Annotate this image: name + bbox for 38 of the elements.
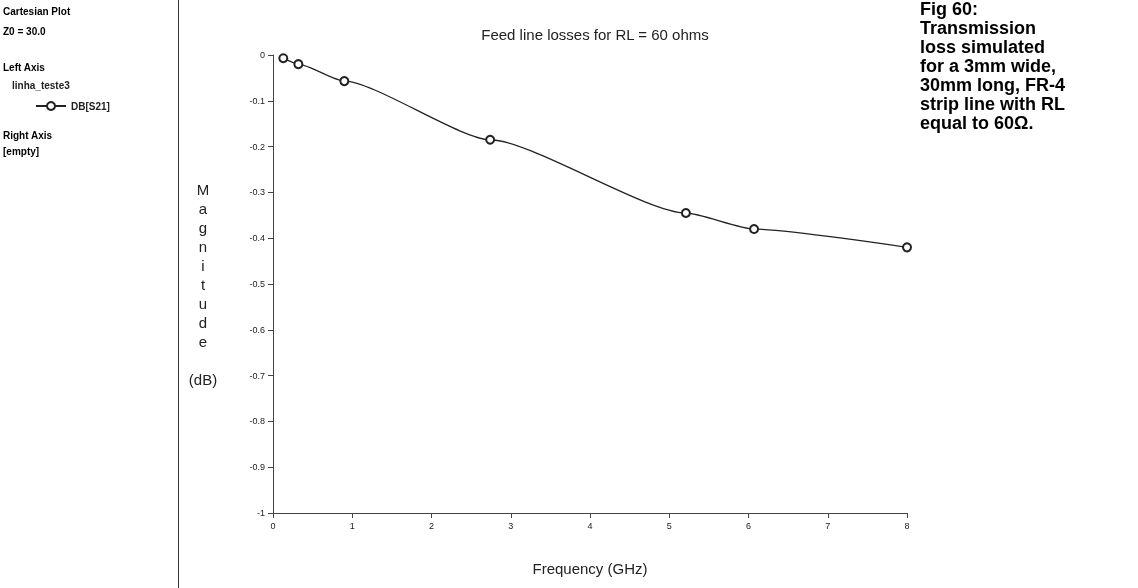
text: Z0 = 30.0 [3,26,46,37]
y-tick-label: 0 [259,50,265,60]
y-tick-label: -0.6 [249,324,265,335]
y-tick-label: -0.4 [249,233,265,244]
y-tick-label: -0.2 [249,141,265,152]
text: Cartesian Plot [3,6,71,17]
point [902,242,912,253]
y-tick-label: -0.7 [249,370,265,381]
x-tick-label: 2 [428,520,435,531]
y-tick-label: -0.3 [249,187,265,198]
x-tick-label: 4 [587,520,593,531]
x-tick-label: 1 [349,520,355,531]
x-tick-label: 3 [508,520,514,531]
x-tick-label: 0 [270,520,276,531]
x-tick-label: 6 [745,520,752,531]
text: Right Axis [3,130,53,141]
y-tick-label: -0.5 [249,279,265,289]
x-tick-label: 7 [825,520,831,531]
legend-title: linha_teste3 [12,79,71,91]
text: Magnitude (dB) [188,180,218,388]
x-tick-label: 8 [904,520,910,531]
x-axis-title: Frequency (GHz) [532,560,648,577]
caption: Fig 60: Transmission loss simulated for a 3mm wide, 30mm long, FR-4 strip line with RL equal to 60Ω. [920,0,1066,133]
point [485,134,496,145]
legend-label: DB[S21] [71,100,110,112]
point [278,53,289,64]
chart-title: Feed line losses for RL = 60 ohms [481,26,709,43]
x-tick-label: 5 [666,520,672,531]
y-tick-label: -0.9 [249,462,265,473]
point [339,76,350,87]
point [749,224,760,235]
text: Left Axis [3,62,45,73]
y-tick-label: -0.8 [249,416,265,427]
point [293,59,304,70]
y-tick-label: -0.1 [249,95,265,106]
text: [empty] [3,146,40,157]
point [680,208,691,219]
y-tick-label: -1 [256,508,265,518]
